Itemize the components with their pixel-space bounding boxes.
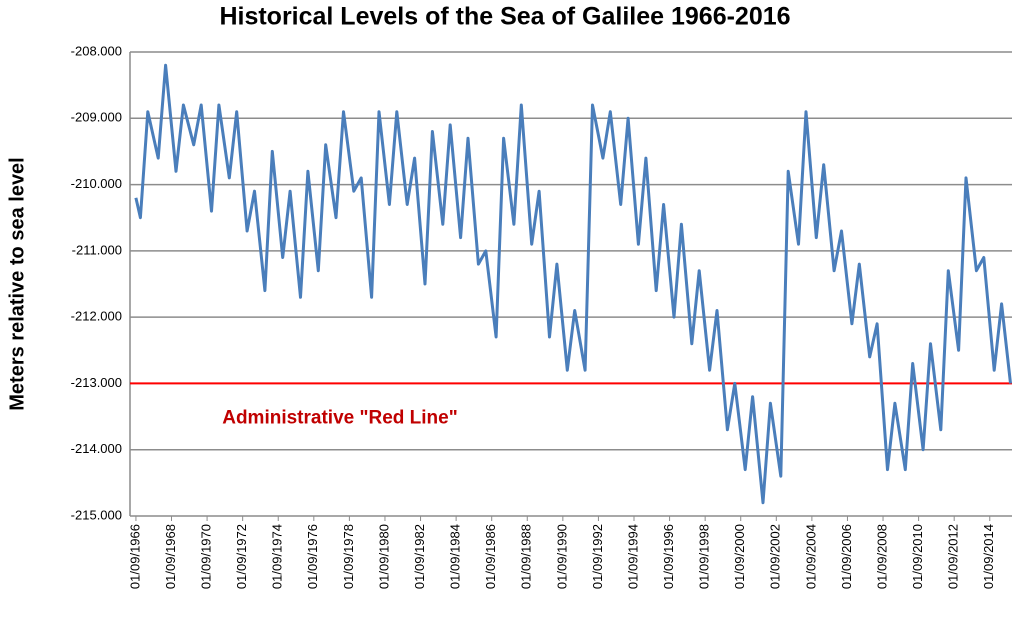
y-tick-label: -214.000 [71,441,122,456]
y-axis-label: Meters relative to sea level [6,157,28,410]
x-tick-label: 01/09/1986 [483,524,498,589]
x-tick-label: 01/09/1994 [625,524,640,589]
x-tick-label: 01/09/2002 [768,524,783,589]
x-tick-label: 01/09/2010 [910,524,925,589]
x-tick-label: 01/09/2012 [946,524,961,589]
x-tick-label: 01/09/2000 [732,524,747,589]
y-tick-label: -210.000 [71,176,122,191]
x-tick-label: 01/09/1970 [199,524,214,589]
x-tick-label: 01/09/1976 [305,524,320,589]
x-tick-label: 01/09/2014 [981,524,996,589]
y-tick-label: -212.000 [71,309,122,324]
x-tick-label: 01/09/1972 [234,524,249,589]
x-tick-label: 01/09/1990 [554,524,569,589]
y-tick-label: -213.000 [71,375,122,390]
y-tick-label: -209.000 [71,110,122,125]
y-tick-label: -215.000 [71,507,122,522]
x-tick-label: 01/09/1996 [661,524,676,589]
x-tick-label: 01/09/1974 [270,524,285,589]
x-tick-label: 01/09/1968 [163,524,178,589]
y-tick-label: -211.000 [72,242,122,257]
x-tick-label: 01/09/2006 [839,524,854,589]
x-tick-label: 01/09/2008 [874,524,889,589]
data-line [134,63,1012,505]
x-tick-label: 01/09/1978 [341,524,356,589]
x-tick-label: 01/09/1992 [590,524,605,589]
x-tick-label: 01/09/2004 [803,524,818,589]
x-tick-label: 01/09/1984 [448,524,463,589]
x-tick-label: 01/09/1982 [412,524,427,589]
x-tick-label: 01/09/1966 [127,524,142,589]
x-tick-label: 01/09/1980 [376,524,391,589]
x-tick-label: 01/09/1988 [519,524,534,589]
x-tick-label: 01/09/1998 [697,524,712,589]
reference-label: Administrative "Red Line" [222,407,458,428]
y-tick-label: -208.000 [71,43,122,58]
chart-title: Historical Levels of the Sea of Galilee … [219,3,790,31]
